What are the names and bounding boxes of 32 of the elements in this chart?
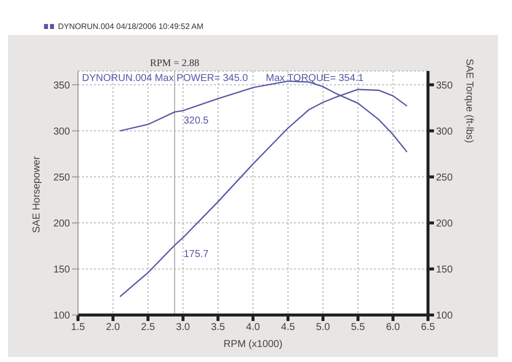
- annotation: Max TORQUE= 354.1: [266, 73, 364, 84]
- y2-tick-label: 350: [436, 80, 454, 92]
- y2-tick-label: 250: [436, 172, 454, 184]
- y-tick-label: 150: [53, 264, 70, 276]
- x-tick-label: 6.5: [421, 322, 436, 334]
- y2-axis-title: SAE Torque (ft-lbs): [463, 58, 474, 143]
- x-tick-label: 6.0: [386, 322, 400, 334]
- annotation: 175.7: [184, 248, 210, 260]
- x-tick-label: 2.0: [106, 322, 120, 334]
- x-tick-label: 5.5: [351, 322, 366, 334]
- y-axis-title: SAE Horsepower: [32, 156, 43, 233]
- x-tick-label: 4.0: [246, 322, 260, 334]
- x-axis-title: RPM (x1000): [224, 339, 282, 350]
- chart-subtitle: DYNORUN.004 04/18/2006 10:49:52 AM: [58, 22, 204, 31]
- x-tick-label: 5.0: [316, 322, 330, 334]
- y-tick-label: 350: [53, 80, 70, 92]
- y2-tick-label: 100: [436, 310, 454, 322]
- annotation: 320.5: [184, 116, 210, 127]
- annotation: DYNORUN.004 Max POWER= 345.0: [82, 73, 248, 84]
- y2-tick-label: 150: [436, 264, 454, 276]
- x-tick-label: 4.5: [281, 322, 296, 334]
- y-tick-label: 100: [53, 310, 70, 322]
- y2-tick-label: 200: [436, 218, 454, 230]
- x-tick-label: 1.5: [71, 322, 86, 334]
- y-tick-label: 300: [53, 126, 70, 138]
- y-tick-label: 200: [53, 218, 70, 230]
- x-tick-label: 3.5: [211, 322, 226, 334]
- y2-tick-label: 300: [436, 126, 454, 138]
- x-tick-label: 3.0: [176, 322, 190, 334]
- x-tick-label: 2.5: [141, 322, 156, 334]
- y-tick-label: 250: [53, 172, 70, 184]
- ref-line-label: RPM = 2.88: [150, 58, 200, 69]
